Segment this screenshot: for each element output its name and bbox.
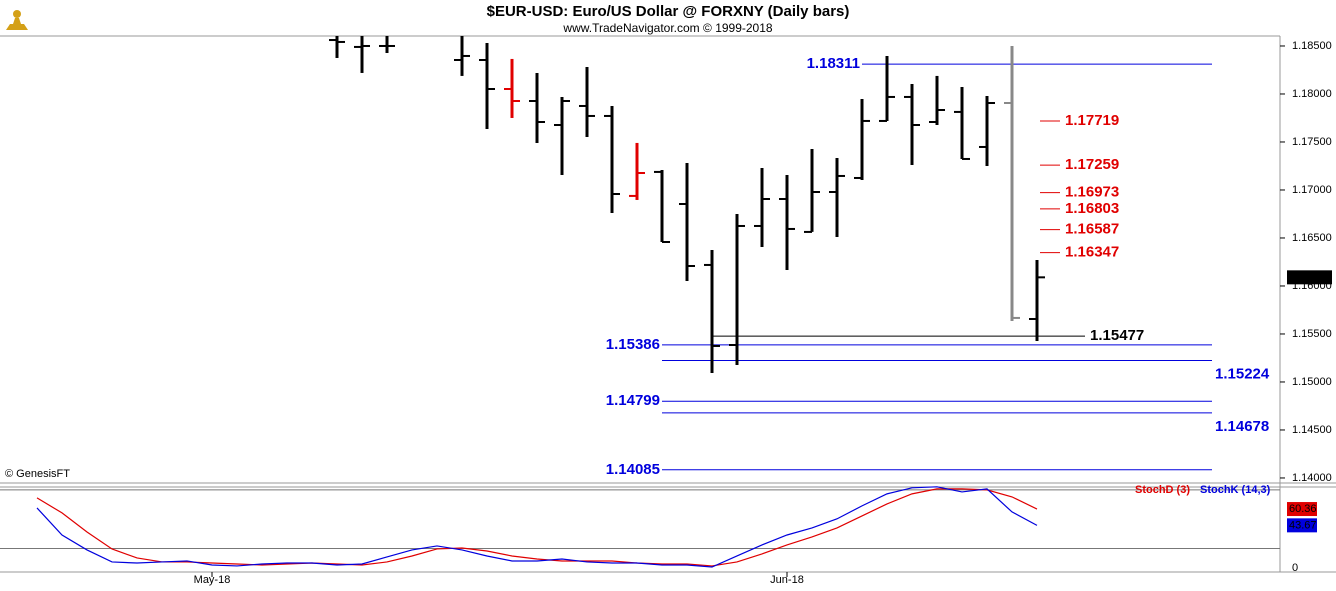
level-label: 1.17259 bbox=[1065, 156, 1119, 173]
y-tick-label: 1.15500 bbox=[1292, 328, 1332, 340]
y-tick-label: 1.14000 bbox=[1292, 472, 1332, 484]
last-price-label: 1.16090 bbox=[1290, 271, 1330, 283]
level-label: 1.15386 bbox=[606, 336, 660, 353]
chart-subtitle: www.TradeNavigator.com © 1999-2018 bbox=[562, 21, 772, 35]
y-tick-label: 1.18500 bbox=[1292, 40, 1332, 52]
last-price-box bbox=[1287, 270, 1332, 285]
y-tick-label: 1.18000 bbox=[1292, 88, 1332, 100]
level-label: 1.16587 bbox=[1065, 221, 1119, 238]
level-label: 1.16347 bbox=[1065, 244, 1119, 261]
chart-title: $EUR-USD: Euro/US Dollar @ FORXNY (Daily… bbox=[487, 3, 850, 20]
level-label: 1.14799 bbox=[606, 392, 660, 409]
y-tick-label: 1.17000 bbox=[1292, 184, 1332, 196]
level-label: 1.17719 bbox=[1065, 112, 1119, 129]
y-tick-label: 0 bbox=[1292, 562, 1298, 574]
legend-entry: StochK (14,3) bbox=[1200, 484, 1271, 496]
price-pane bbox=[329, 36, 1212, 471]
logo bbox=[6, 10, 28, 30]
x-tick-label: May-18 bbox=[194, 574, 231, 586]
x-tick-label: Jun-18 bbox=[770, 574, 804, 586]
stoch-line bbox=[36, 486, 1038, 568]
copyright: © GenesisFT bbox=[5, 468, 70, 480]
legend-entry: StochD (3) bbox=[1135, 484, 1190, 496]
level-label: 1.14085 bbox=[606, 461, 660, 478]
y-tick-label: 1.17500 bbox=[1292, 136, 1332, 148]
level-label: 1.16803 bbox=[1065, 200, 1119, 217]
last-value-label: 60.36 bbox=[1289, 503, 1317, 515]
last-value-box bbox=[1287, 502, 1317, 517]
level-label: 1.15477 bbox=[1090, 327, 1144, 344]
y-tick-label: 1.16500 bbox=[1292, 232, 1332, 244]
level-label: 1.14678 bbox=[1215, 418, 1269, 435]
y-tick-label: 1.14500 bbox=[1292, 424, 1332, 436]
stoch-line bbox=[36, 488, 1038, 567]
y-tick-label: 1.15000 bbox=[1292, 376, 1332, 388]
level-label: 1.16973 bbox=[1065, 184, 1119, 201]
last-value-label: 43.67 bbox=[1289, 519, 1317, 531]
last-value-box bbox=[1287, 518, 1317, 533]
level-label: 1.18311 bbox=[807, 55, 860, 72]
level-label: 1.15224 bbox=[1215, 365, 1270, 382]
